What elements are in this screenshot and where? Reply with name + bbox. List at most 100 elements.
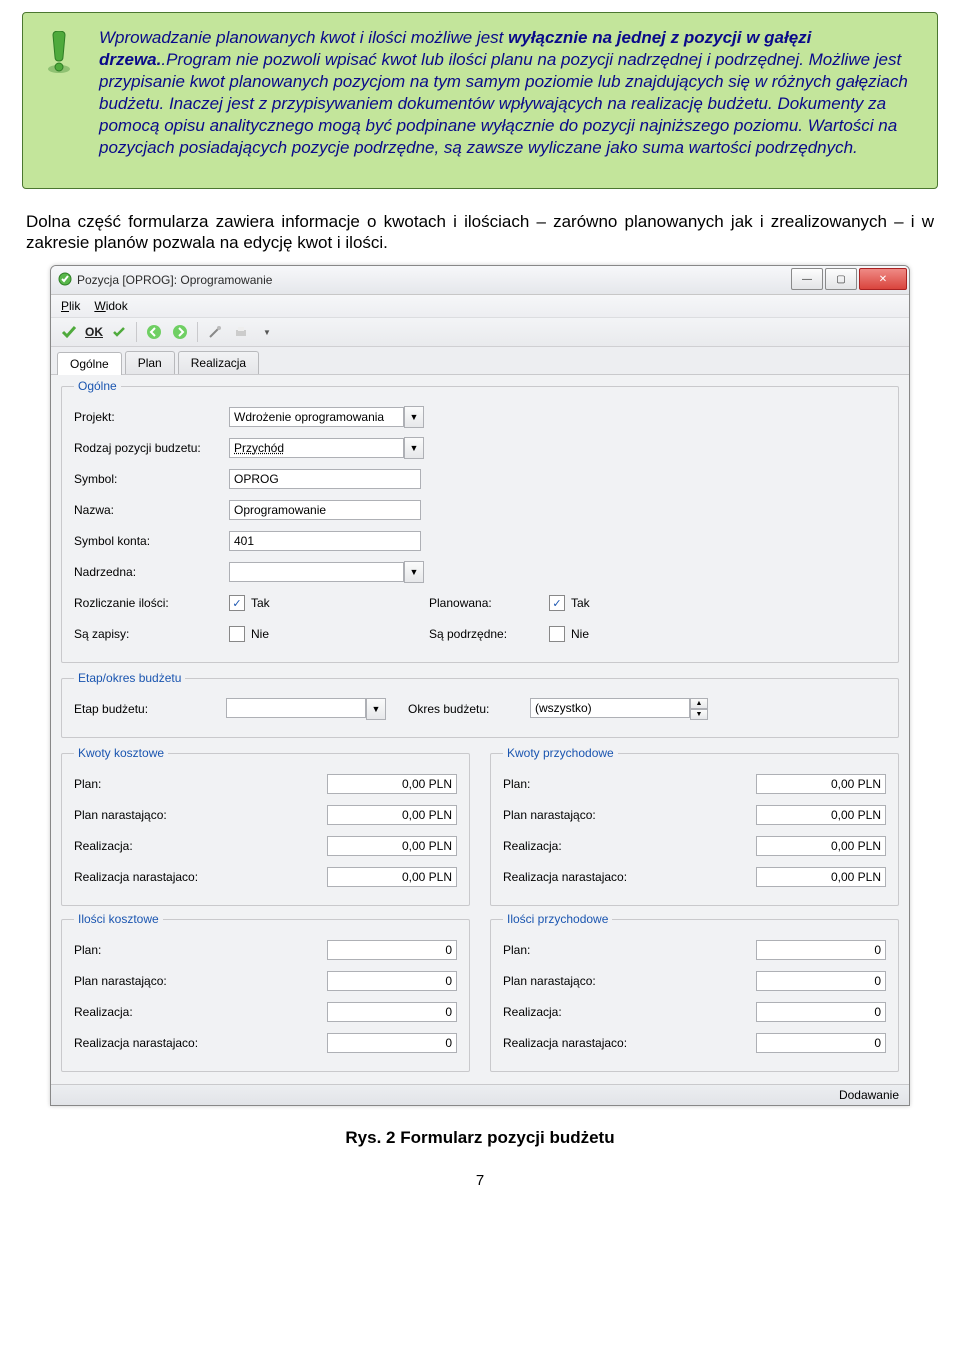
label-project: Projekt: (74, 410, 229, 424)
tab-realization[interactable]: Realizacja (178, 351, 259, 374)
planned-checkbox[interactable]: ✓ (549, 595, 565, 611)
label-cost-qty-real: Realizacja: (74, 1005, 327, 1019)
label-inc-plan: Plan: (503, 777, 756, 791)
label-parent: Nadrzedna: (74, 565, 229, 579)
planned-value: Tak (571, 596, 590, 610)
check-icon[interactable] (59, 322, 79, 342)
tools-icon[interactable] (205, 322, 225, 342)
label-inc-plan-running: Plan narastająco: (503, 808, 756, 822)
legend-cost-amounts: Kwoty kosztowe (74, 746, 168, 760)
label-inc-real: Realizacja: (503, 839, 756, 853)
menubar: Plik Widok (51, 295, 909, 318)
info-icon (37, 27, 81, 160)
group-cost-amounts: Kwoty kosztowe Plan: Plan narastająco: R… (61, 746, 470, 906)
nav-back-icon[interactable] (144, 322, 164, 342)
nav-fwd-icon[interactable] (170, 322, 190, 342)
label-qty-settle: Rozliczanie ilości: (74, 596, 229, 610)
app-icon (57, 271, 73, 290)
label-account-symbol: Symbol konta: (74, 534, 229, 548)
cost-qty-plan-running-field[interactable] (327, 971, 457, 991)
label-cost-real-running: Realizacja narastajaco: (74, 870, 327, 884)
dropdown-icon[interactable]: ▼ (257, 322, 277, 342)
label-has-entries: Są zapisy: (74, 627, 229, 641)
has-children-value: Nie (571, 627, 589, 641)
group-income-amounts: Kwoty przychodowe Plan: Plan narastająco… (490, 746, 899, 906)
name-field[interactable] (229, 500, 421, 520)
parent-field[interactable] (229, 562, 404, 582)
period-spin-up[interactable]: ▲ (690, 698, 708, 709)
has-entries-checkbox[interactable] (229, 626, 245, 642)
has-entries-value: Nie (251, 627, 269, 641)
project-dropdown-icon[interactable]: ▼ (404, 406, 424, 428)
menu-file[interactable]: Plik (61, 299, 80, 313)
inc-qty-real-running-field[interactable] (756, 1033, 886, 1053)
label-inc-qty-plan: Plan: (503, 943, 756, 957)
label-name: Nazwa: (74, 503, 229, 517)
label-budget-type: Rodzaj pozycji budzetu: (74, 441, 229, 455)
label-planned: Planowana: (429, 596, 549, 610)
window-title: Pozycja [OPROG]: Oprogramowanie (73, 273, 791, 287)
period-spin-down[interactable]: ▼ (690, 709, 708, 720)
close-button[interactable]: ✕ (859, 268, 907, 290)
legend-general: Ogólne (74, 379, 121, 393)
budget-period-field[interactable] (530, 698, 690, 718)
label-inc-qty-real-running: Realizacja narastajaco: (503, 1036, 756, 1050)
label-cost-plan-running: Plan narastająco: (74, 808, 327, 822)
budget-stage-dropdown-icon[interactable]: ▼ (366, 698, 386, 720)
status-bar: Dodawanie (51, 1084, 909, 1105)
legend-income-amounts: Kwoty przychodowe (503, 746, 618, 760)
inc-real-running-field[interactable] (756, 867, 886, 887)
inc-plan-running-field[interactable] (756, 805, 886, 825)
legend-stage: Etap/okres budżetu (74, 671, 185, 685)
label-cost-plan: Plan: (74, 777, 327, 791)
check-small-icon[interactable] (109, 322, 129, 342)
cost-plan-running-field[interactable] (327, 805, 457, 825)
menu-view[interactable]: Widok (94, 299, 127, 313)
project-field[interactable] (229, 407, 404, 427)
maximize-button[interactable]: ▢ (825, 268, 857, 290)
cost-qty-real-running-field[interactable] (327, 1033, 457, 1053)
inc-qty-plan-field[interactable] (756, 940, 886, 960)
group-income-qty: Ilości przychodowe Plan: Plan narastając… (490, 912, 899, 1072)
inc-real-field[interactable] (756, 836, 886, 856)
budget-type-field[interactable] (229, 438, 404, 458)
tab-general[interactable]: Ogólne (57, 352, 122, 375)
page-number: 7 (22, 1172, 938, 1189)
cost-qty-real-field[interactable] (327, 1002, 457, 1022)
cost-real-running-field[interactable] (327, 867, 457, 887)
cost-plan-field[interactable] (327, 774, 457, 794)
label-cost-real: Realizacja: (74, 839, 327, 853)
label-inc-qty-plan-running: Plan narastająco: (503, 974, 756, 988)
inc-qty-real-field[interactable] (756, 1002, 886, 1022)
symbol-field[interactable] (229, 469, 421, 489)
tabs: Ogólne Plan Realizacja (51, 347, 909, 375)
print-icon[interactable] (231, 322, 251, 342)
label-symbol: Symbol: (74, 472, 229, 486)
label-cost-qty-plan-running: Plan narastająco: (74, 974, 327, 988)
inc-plan-field[interactable] (756, 774, 886, 794)
label-cost-qty-plan: Plan: (74, 943, 327, 957)
label-cost-qty-real-running: Realizacja narastajaco: (74, 1036, 327, 1050)
legend-cost-qty: Ilości kosztowe (74, 912, 163, 926)
group-general: Ogólne Projekt: ▼ Rodzaj pozycji budzetu… (61, 379, 899, 663)
toolbar: OK ▼ (51, 318, 909, 347)
group-stage: Etap/okres budżetu Etap budżetu: ▼ Okres… (61, 671, 899, 738)
budget-stage-field[interactable] (226, 698, 366, 718)
has-children-checkbox[interactable] (549, 626, 565, 642)
qty-settle-checkbox[interactable]: ✓ (229, 595, 245, 611)
budget-type-dropdown-icon[interactable]: ▼ (404, 437, 424, 459)
body-paragraph: Dolna część formularza zawiera informacj… (26, 211, 934, 254)
legend-income-qty: Ilości przychodowe (503, 912, 612, 926)
parent-dropdown-icon[interactable]: ▼ (404, 561, 424, 583)
minimize-button[interactable]: — (791, 268, 823, 290)
cost-qty-plan-field[interactable] (327, 940, 457, 960)
group-cost-qty: Ilości kosztowe Plan: Plan narastająco: … (61, 912, 470, 1072)
tab-plan[interactable]: Plan (125, 351, 175, 374)
label-budget-stage: Etap budżetu: (74, 702, 214, 716)
account-symbol-field[interactable] (229, 531, 421, 551)
cost-real-field[interactable] (327, 836, 457, 856)
ok-button[interactable]: OK (85, 325, 103, 339)
inc-qty-plan-running-field[interactable] (756, 971, 886, 991)
figure-caption: Rys. 2 Formularz pozycji budżetu (22, 1128, 938, 1148)
label-inc-qty-real: Realizacja: (503, 1005, 756, 1019)
